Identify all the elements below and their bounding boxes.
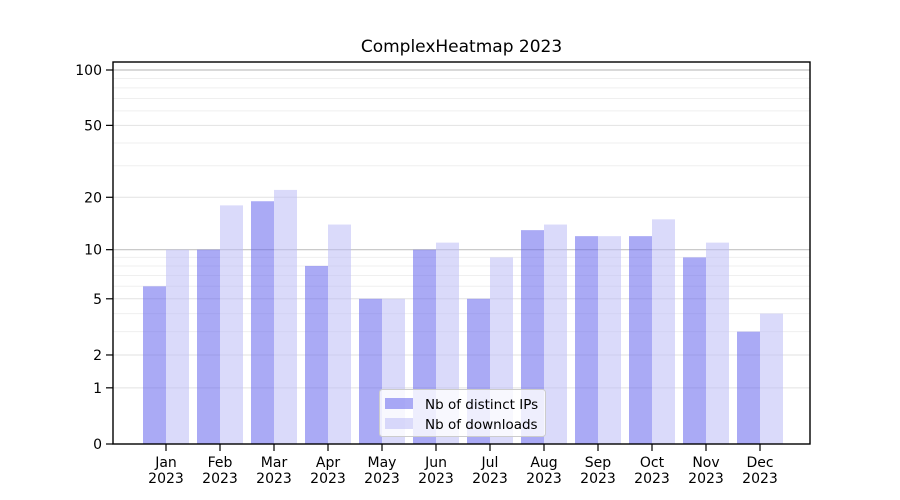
legend-box xyxy=(379,389,546,437)
bar-nb-of-distinct-ips-feb xyxy=(197,249,220,444)
legend-label-downloads: Nb of downloads xyxy=(425,417,538,433)
legend-swatch-downloads xyxy=(385,418,413,429)
x-tick-label-feb: Feb 2023 xyxy=(202,455,238,487)
legend: Nb of distinct IPs Nb of downloads xyxy=(379,389,546,437)
x-tick-label-dec: Dec 2023 xyxy=(742,455,778,487)
y-tick-label-1: 1 xyxy=(93,381,102,397)
bar-nb-of-distinct-ips-dec xyxy=(737,331,760,444)
bar-nb-of-downloads-aug xyxy=(544,224,567,444)
legend-swatch-distinct-ips xyxy=(385,398,413,409)
y-tick-label-5: 5 xyxy=(93,292,102,308)
bar-nb-of-distinct-ips-sep xyxy=(575,236,598,444)
bar-nb-of-downloads-oct xyxy=(652,219,675,444)
bar-nb-of-downloads-nov xyxy=(706,242,729,444)
bar-nb-of-downloads-jan xyxy=(166,249,189,444)
bar-nb-of-distinct-ips-oct xyxy=(629,236,652,444)
y-tick-label-50: 50 xyxy=(84,118,102,134)
x-tick-label-jun: Jun 2023 xyxy=(418,455,454,487)
x-tick-label-apr: Apr 2023 xyxy=(310,455,346,487)
bar-nb-of-downloads-dec xyxy=(760,313,783,444)
x-tick-label-may: May 2023 xyxy=(364,455,400,487)
y-tick-label-100: 100 xyxy=(75,63,102,79)
bar-nb-of-distinct-ips-mar xyxy=(251,201,274,444)
bar-nb-of-distinct-ips-may xyxy=(359,298,382,444)
bar-nb-of-downloads-sep xyxy=(598,236,621,444)
x-tick-label-nov: Nov 2023 xyxy=(688,455,724,487)
chart-title: ComplexHeatmap 2023 xyxy=(361,37,562,57)
y-tick-label-0: 0 xyxy=(93,437,102,453)
legend-label-distinct-ips: Nb of distinct IPs xyxy=(425,397,538,413)
x-tick-label-sep: Sep 2023 xyxy=(580,455,616,487)
x-tick-label-mar: Mar 2023 xyxy=(256,455,292,487)
bar-nb-of-downloads-feb xyxy=(220,205,243,444)
x-tick-label-oct: Oct 2023 xyxy=(634,455,670,487)
x-tick-label-jan: Jan 2023 xyxy=(148,455,184,487)
bar-nb-of-distinct-ips-nov xyxy=(683,257,706,444)
y-tick-label-10: 10 xyxy=(84,243,102,259)
y-tick-label-2: 2 xyxy=(93,348,102,364)
bar-nb-of-downloads-mar xyxy=(274,189,297,444)
bar-nb-of-distinct-ips-apr xyxy=(305,265,328,444)
x-tick-label-aug: Aug 2023 xyxy=(526,455,562,487)
x-tick-label-jul: Jul 2023 xyxy=(472,455,508,487)
plot-frame xyxy=(112,61,811,445)
bar-nb-of-downloads-apr xyxy=(328,224,351,444)
bar-nb-of-distinct-ips-jan xyxy=(143,286,166,444)
y-tick-label-20: 20 xyxy=(84,190,102,206)
